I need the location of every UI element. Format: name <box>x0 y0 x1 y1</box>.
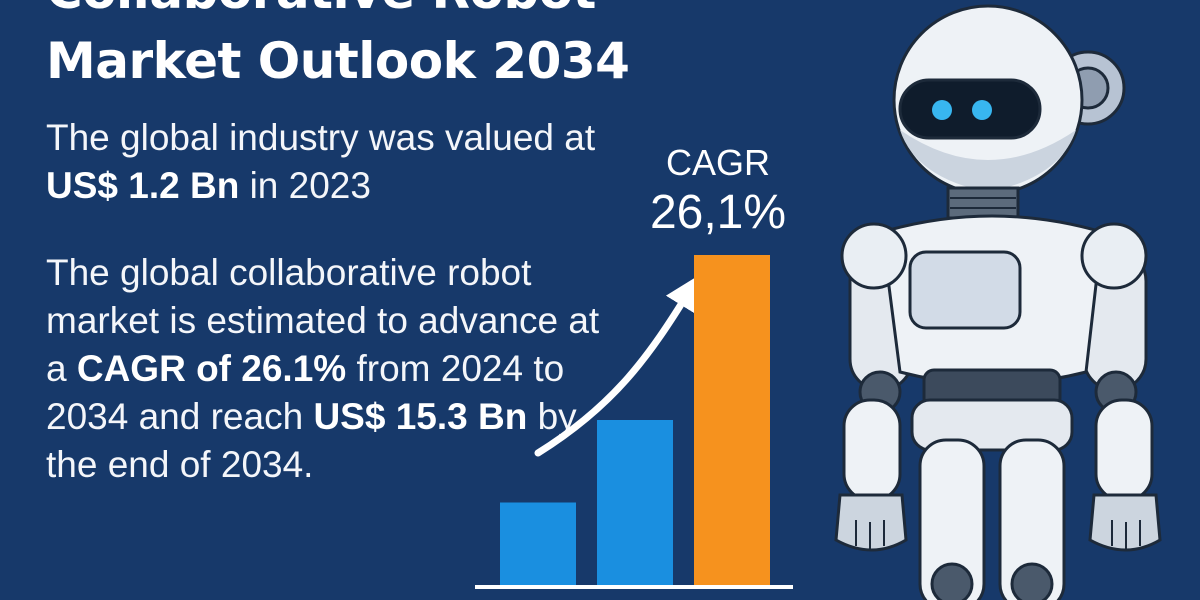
forecast-cagr: CAGR of 26.1% <box>76 348 347 389</box>
forecast-paragraph: The global collaborative robot market is… <box>46 249 626 489</box>
bar-2 <box>597 420 673 585</box>
intro-text-end: in 2023 <box>239 165 371 206</box>
bar-3 <box>694 255 770 585</box>
cagr-value: 26,1% <box>650 186 786 239</box>
bar-1 <box>500 502 576 585</box>
page-title-line-1: Collaborative Robot <box>46 0 596 16</box>
forecast-value: US$ 15.3 Bn <box>313 396 528 437</box>
intro-paragraph: The global industry was valued at US$ 1.… <box>46 114 606 210</box>
trend-arrow-icon <box>534 275 700 457</box>
page-title-line-2: Market Outlook 2034 <box>46 32 630 90</box>
forecast-text-mid: from 2024 to 2034 and reach <box>46 348 565 437</box>
growth-bar-chart: CAGR 26,1% <box>475 142 793 589</box>
forecast-text: The global collaborative robot market is… <box>46 252 600 389</box>
cagr-label: CAGR <box>666 142 770 183</box>
intro-value: US$ 1.2 Bn <box>46 165 240 206</box>
forecast-text-end: by the end of 2034. <box>46 396 577 485</box>
intro-text: The global industry was valued at <box>46 117 596 158</box>
robot-illustration <box>834 4 1162 600</box>
